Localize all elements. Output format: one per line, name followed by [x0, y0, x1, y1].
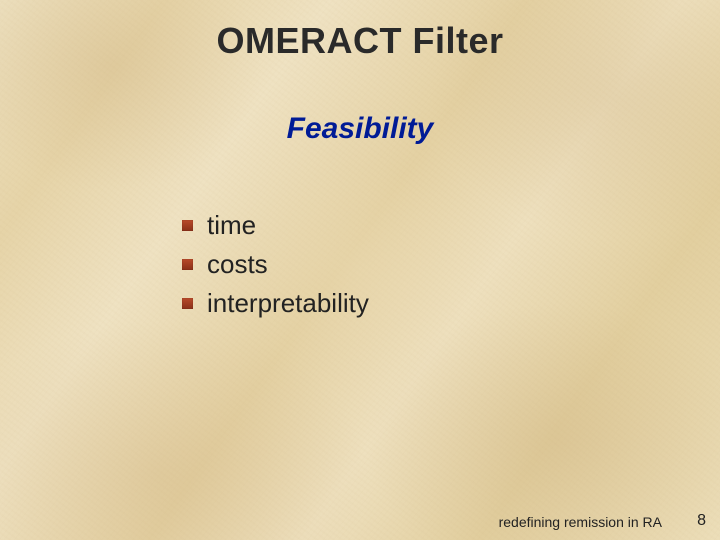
bullet-list: time costs interpretability — [182, 208, 369, 325]
bullet-label: costs — [207, 247, 268, 282]
bullet-label: interpretability — [207, 286, 369, 321]
bullet-icon — [182, 298, 193, 309]
bullet-label: time — [207, 208, 256, 243]
list-item: time — [182, 208, 369, 243]
footer-text: redefining remission in RA — [499, 514, 662, 530]
slide-subtitle: Feasibility — [0, 112, 720, 146]
slide-title: OMERACT Filter — [0, 20, 720, 62]
list-item: costs — [182, 247, 369, 282]
slide: OMERACT Filter Feasibility time costs in… — [0, 0, 720, 540]
list-item: interpretability — [182, 286, 369, 321]
bullet-icon — [182, 220, 193, 231]
bullet-icon — [182, 259, 193, 270]
page-number: 8 — [697, 512, 706, 530]
